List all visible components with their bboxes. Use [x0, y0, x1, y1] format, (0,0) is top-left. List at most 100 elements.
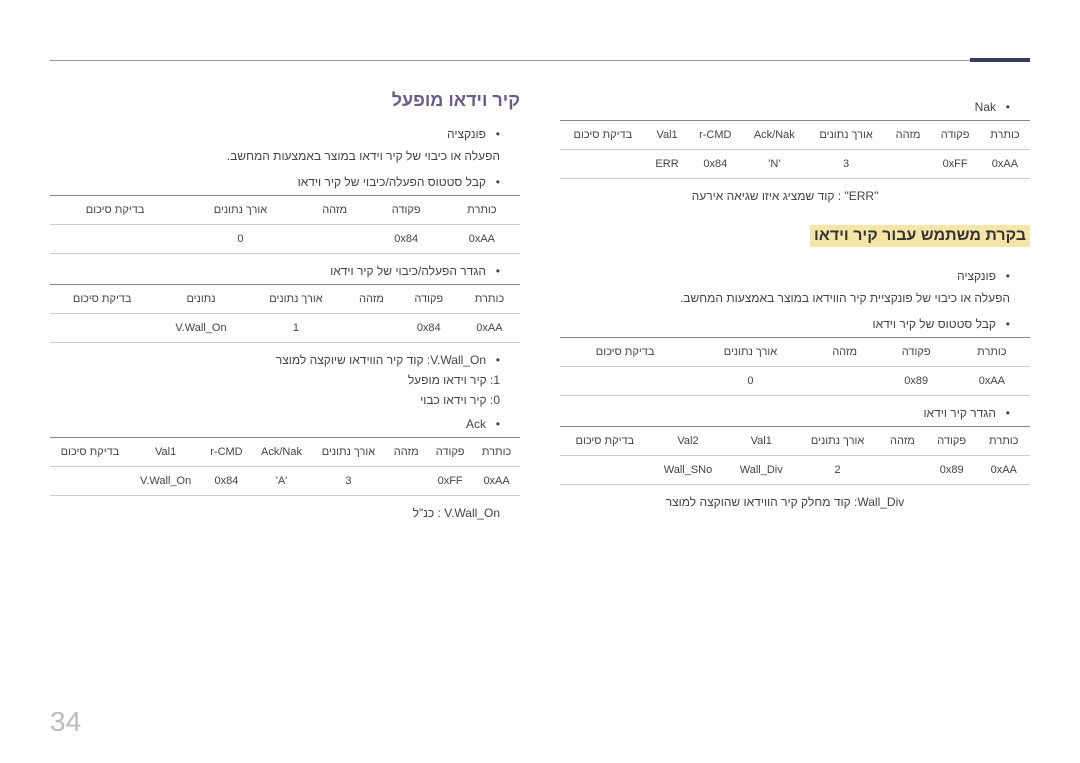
th: פקודה — [926, 427, 978, 456]
table-nak: כותרת פקודה מזהה אורך נתונים Ack/Nak r-C… — [560, 120, 1030, 179]
vwall-footer: V.Wall_On : כנ"ל — [50, 506, 500, 520]
td: 1 — [248, 314, 345, 343]
set-label: הגדר הפעלה/כיבוי של קיר וידאו — [50, 264, 500, 278]
td: 3 — [311, 467, 385, 496]
td: 2 — [796, 456, 879, 485]
top-border — [50, 60, 1030, 61]
th: Val2 — [650, 427, 727, 456]
td: 0x89 — [879, 367, 954, 396]
td: 0xAA — [978, 456, 1031, 485]
content-columns: קיר וידאו מופעל פונקציה הפעלה או כיבוי ש… — [50, 90, 1030, 524]
function-label: פונקציה — [50, 127, 500, 141]
th: בדיקת סיכום — [560, 427, 650, 456]
td: 0x84 — [201, 467, 251, 496]
th: Val1 — [726, 427, 796, 456]
td — [50, 314, 154, 343]
th: r-CMD — [201, 438, 251, 467]
th: אורך נתונים — [180, 196, 300, 225]
th: כותרת — [980, 121, 1030, 150]
main-heading: קיר וידאו מופעל — [50, 90, 520, 111]
td — [50, 467, 130, 496]
th: כותרת — [473, 438, 520, 467]
th: Ack/Nak — [252, 438, 312, 467]
right-column: קיר וידאו מופעל פונקציה הפעלה או כיבוי ש… — [50, 90, 520, 524]
td: Wall_SNo — [650, 456, 727, 485]
th: אורך נתונים — [248, 285, 345, 314]
td: 0x84 — [688, 150, 742, 179]
th: כותרת — [459, 285, 520, 314]
th: r-CMD — [688, 121, 742, 150]
function-label-2: פונקציה — [560, 269, 1010, 283]
td: 0x84 — [369, 225, 444, 254]
td: ERR — [646, 150, 689, 179]
td: 0xAA — [980, 150, 1030, 179]
th: מזהה — [385, 438, 427, 467]
function-desc: הפעלה או כיבוי של קיר וידאו במוצר באמצעו… — [50, 147, 500, 165]
page-number: 34 — [50, 706, 81, 738]
th: כותרת — [978, 427, 1031, 456]
td: 'N' — [742, 150, 806, 179]
td: 0xFF — [427, 467, 473, 496]
td: Wall_Div — [726, 456, 796, 485]
td: 'A' — [252, 467, 312, 496]
th: מזהה — [301, 196, 369, 225]
th: מזהה — [879, 427, 926, 456]
td: 0x89 — [926, 456, 978, 485]
td: 0xAA — [473, 467, 520, 496]
th: פקודה — [879, 338, 954, 367]
td — [385, 467, 427, 496]
td — [344, 314, 398, 343]
value-1: 1: קיר וידאו מופעל — [50, 373, 500, 387]
th: כותרת — [444, 196, 520, 225]
td — [50, 225, 180, 254]
get-status-label-2: קבל סטטוס של קיר וידאו — [560, 317, 1010, 331]
set-label-2: הגדר קיר וידאו — [560, 406, 1010, 420]
left-column: Nak כותרת פקודה מזהה אורך נתונים Ack/Nak… — [560, 90, 1030, 524]
table-set: כותרת פקודה מזהה אורך נתונים נתונים בדיק… — [50, 284, 520, 343]
th: פקודה — [369, 196, 444, 225]
function-desc-2: הפעלה או כיבוי של פונקציית קיר הווידאו ב… — [560, 289, 1010, 307]
td — [886, 150, 931, 179]
td: 0 — [690, 367, 810, 396]
th: אורך נתונים — [311, 438, 385, 467]
td: 0xAA — [459, 314, 520, 343]
td: 0xFF — [930, 150, 979, 179]
th: בדיקת סיכום — [560, 338, 690, 367]
th: אורך נתונים — [690, 338, 810, 367]
nak-label: Nak — [560, 100, 1010, 114]
th: Val1 — [646, 121, 689, 150]
th: כותרת — [954, 338, 1030, 367]
td — [560, 367, 690, 396]
table-set-2: כותרת פקודה מזהה אורך נתונים Val1 Val2 ב… — [560, 426, 1030, 485]
walldiv-note: Wall_Div: קוד מחלק קיר הווידאו שהוקצה למ… — [560, 495, 1010, 509]
th: פקודה — [930, 121, 979, 150]
section-heading: בקרת משתמש עבור קיר וידאו — [810, 225, 1030, 247]
table-get-status-2: כותרת פקודה מזהה אורך נתונים בדיקת סיכום… — [560, 337, 1030, 396]
th: Val1 — [130, 438, 201, 467]
td — [560, 150, 646, 179]
th: פקודה — [399, 285, 459, 314]
td — [879, 456, 926, 485]
th: נתונים — [154, 285, 247, 314]
value-0: 0: קיר וידאו כבוי — [50, 393, 500, 407]
err-note: "ERR" : קוד שמציג איזו שגיאה אירעה — [560, 189, 1010, 203]
th: בדיקת סיכום — [560, 121, 646, 150]
th: בדיקת סיכום — [50, 285, 154, 314]
th: אורך נתונים — [806, 121, 885, 150]
td — [560, 456, 650, 485]
ack-label: Ack — [50, 417, 500, 431]
td: 0xAA — [954, 367, 1030, 396]
th: אורך נתונים — [796, 427, 879, 456]
th: מזהה — [811, 338, 879, 367]
th: מזהה — [344, 285, 398, 314]
table-ack: כותרת פקודה מזהה אורך נתונים Ack/Nak r-C… — [50, 437, 520, 496]
top-accent-bar — [970, 58, 1030, 62]
td: 0x84 — [399, 314, 459, 343]
vwall-note: V.Wall_On: קוד קיר הווידאו שיוקצה למוצר — [50, 353, 500, 367]
get-status-label: קבל סטטוס הפעלה/כיבוי של קיר וידאו — [50, 175, 500, 189]
td: V.Wall_On — [154, 314, 247, 343]
td: 3 — [806, 150, 885, 179]
td: 0xAA — [444, 225, 520, 254]
table-get-status: כותרת פקודה מזהה אורך נתונים בדיקת סיכום… — [50, 195, 520, 254]
td: V.Wall_On — [130, 467, 201, 496]
